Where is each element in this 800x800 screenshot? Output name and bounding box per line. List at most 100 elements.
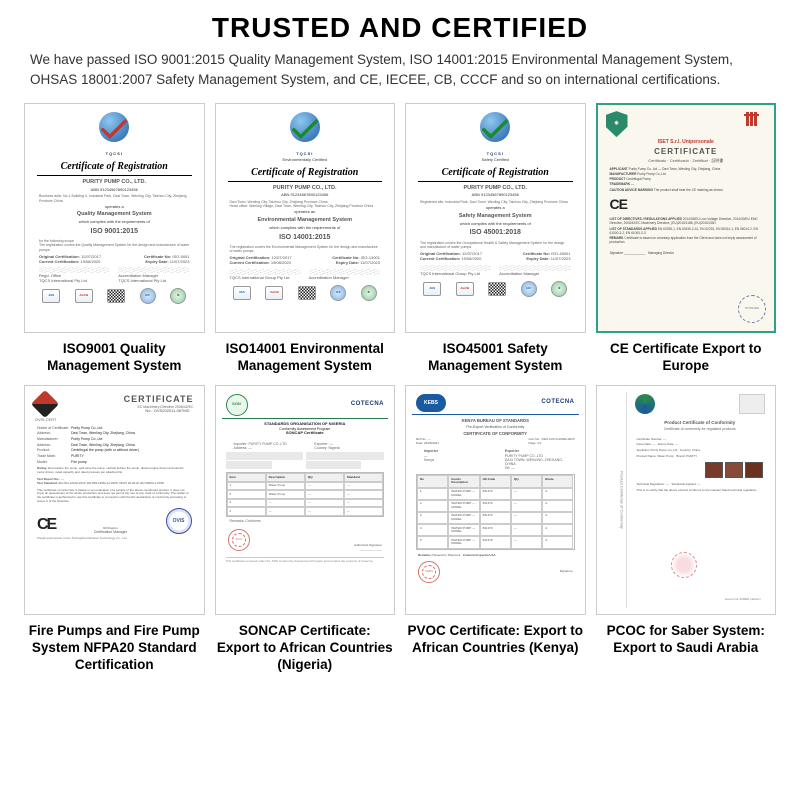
registration-title: Certificate of Registration <box>228 167 383 182</box>
cert-caption: ISO14001 Environmental Management System <box>215 341 396 375</box>
qr-icon <box>739 394 765 414</box>
jas-anz-icon: JAS <box>423 282 441 296</box>
operates-label: operates a <box>31 205 198 210</box>
cert-caption: PVOC Certificate: Export to African Coun… <box>405 623 586 657</box>
cotecna-logo-icon: COTECNA <box>541 399 574 406</box>
registration-title: Certificate of Registration <box>418 167 573 182</box>
address-block: Daxi Town, Wenling City, Taizhou City, Z… <box>230 200 381 208</box>
ovis-brand: OVIS CERT <box>35 418 57 423</box>
ce-title: CERTIFICATE <box>604 147 769 157</box>
iso-anz-icon: ⚙ <box>361 285 377 301</box>
accreditation-logos: JAS AwCB IAF ⚙ <box>226 285 385 301</box>
ce-subtitle: Certificato · Certificado · Zertifikat ·… <box>604 159 769 164</box>
product-thumb-icon <box>725 462 743 478</box>
ovis-disclaimer: This certificate of conformity is based … <box>37 489 192 505</box>
soncap-footnote: This certificate is issued under the SON… <box>226 557 385 564</box>
product-thumb-icon <box>745 462 763 478</box>
jas-anz-icon: JAS <box>233 286 251 300</box>
cert-card: TQCSI Safety Certified Certificate of Re… <box>405 103 586 375</box>
cert-ce: ✷ ISET S.r.l. Unipersonale CERTIFICATE C… <box>596 103 777 333</box>
tqcsi-logo-icon <box>474 112 516 150</box>
cert-iso14001: TQCSI Environmentally Certified Certific… <box>215 103 396 333</box>
iso-anz-icon: ⚙ <box>551 281 567 297</box>
top-small: Safety Certified <box>412 158 579 163</box>
pcoc-title: Product Certificate of Conformity <box>631 420 770 425</box>
cert-caption: SONCAP Certificate: Export to African Co… <box>215 623 396 674</box>
pcoc-body: Technical Regulation: — Standards Applie… <box>637 482 764 486</box>
stamp-icon: OViS <box>166 508 192 534</box>
qr-icon <box>298 286 316 300</box>
system-label: Environmental Management System <box>222 217 389 224</box>
tqcsi-logo-icon <box>93 112 135 150</box>
iaf-icon: IAF <box>521 281 537 297</box>
ovis-title: CERTIFICATE <box>124 394 194 405</box>
ovis-logo-icon <box>31 390 59 418</box>
cert-dates: Original Certification: 12/07/2017Curren… <box>420 252 571 262</box>
page-container: TRUSTED AND CERTIFIED We have passed ISO… <box>0 0 800 686</box>
address-block: Business addr: No.1 Building 4, Industri… <box>39 194 190 202</box>
cert-iso9001: TQCSI Certificate of Registration PURITY… <box>24 103 205 333</box>
cert-number: No.: OVS202011-067MD <box>124 409 190 414</box>
complies-label: which complies with the requirements of <box>31 220 198 225</box>
top-small: Environmentally Certified <box>222 158 389 163</box>
pcoc-body: This is to certify that the above produc… <box>637 488 764 492</box>
cert-dates: Original Certification: 12/07/2017Curren… <box>39 255 190 265</box>
ce-body: PRODUCT Centrifugal Pump <box>610 177 763 181</box>
shield-icon: ✷ <box>606 111 628 137</box>
page-subtitle: We have passed ISO 9001:2015 Quality Man… <box>30 50 770 89</box>
cert-card: TQCSI Environmentally Certified Certific… <box>215 103 396 375</box>
awcb-icon: AwCB <box>75 289 93 303</box>
ce-sig: Signature ____________ Managing Director <box>610 251 763 255</box>
ce-mark-icon: CE <box>37 515 55 534</box>
cert-card: Product Certificate of Conformity Produc… <box>596 385 777 674</box>
kebs-meta: Ref No.: —Date: 24/05/2021 CoC No.: KEN-… <box>416 438 575 445</box>
stamp-icon: SON <box>228 529 250 551</box>
iso-anz-icon: ⚙ <box>170 288 186 304</box>
scope-block: The registration covers the Occupational… <box>420 241 571 249</box>
registration-title: Certificate of Registration <box>37 161 192 176</box>
stamp-icon: NOTIFIED <box>738 295 766 323</box>
accreditation-logos: JAS AwCB IAF ⚙ <box>416 281 575 297</box>
soncap-footer: SON Authorized Signature_____________ <box>228 529 383 551</box>
ce-body: TRADEMARK — <box>610 182 763 186</box>
pcoc-thumbnails <box>637 462 764 478</box>
cert-caption: ISO9001 Quality Management System <box>24 341 205 375</box>
kebs-header: KEBS COTECNA <box>412 392 579 415</box>
iaf-icon: IAF <box>330 285 346 301</box>
cert-dates: Original Certification: 12/07/2017Curren… <box>230 256 381 266</box>
cert-iso45001: TQCSI Safety Certified Certificate of Re… <box>405 103 586 333</box>
kebs-sign: KEBS Signature <box>418 561 573 583</box>
cert-caption: CE Certificate Export to Europe <box>596 341 777 375</box>
cert-nfpa20: OVIS CERT CERTIFICATE EC Machinery Direc… <box>24 385 205 615</box>
complies-label: which complies with the requirements of <box>222 226 389 231</box>
ce-body: CAUTION ADVICE MARKING The product shall… <box>610 188 763 192</box>
abn-line: ABN 91234567890123456 <box>222 193 389 198</box>
cert-caption: ISO45001 Safety Management System <box>405 341 586 375</box>
ce-body: MANUFACTURER Purity Pump Co.,Ltd <box>610 172 763 176</box>
iso-standard: ISO 14001:2015 <box>222 234 389 242</box>
cert-caption: PCOC for Saber System: Export to Saudi A… <box>596 623 777 657</box>
soncap-header: SON COTECNA <box>222 392 389 419</box>
soncap-remark: Remarks: Conforms <box>230 519 381 523</box>
qr-icon <box>488 282 506 296</box>
cert-card: KEBS COTECNA KENYA BUREAU OF STANDARDS P… <box>405 385 586 674</box>
soncap-top-fields: Importer: PURITY PUMP CO.,LTDAddress: — … <box>226 440 385 470</box>
ce-body: LIST OF DIRECTIVES / REGULATIONS APPLIED… <box>610 217 763 226</box>
cert-pcoc: Product Certificate of Conformity Produc… <box>596 385 777 615</box>
cotecna-logo-icon: COTECNA <box>351 401 384 408</box>
iso-standard: ISO 45001:2018 <box>412 229 579 237</box>
cert-card: TQCSI Certificate of Registration PURITY… <box>24 103 205 375</box>
pcoc-body: Certificate Number: —Issue Date: — Expir… <box>637 437 764 445</box>
scope-block: The registration covers the Environmenta… <box>230 245 381 253</box>
awcb-icon: AwCB <box>456 282 474 296</box>
rating-block: Rating: End suction fire pump, split cas… <box>37 467 192 475</box>
stamp-icon: KEBS <box>418 561 440 583</box>
kebs-title1: KENYA BUREAU OF STANDARDS <box>412 418 579 423</box>
ovis-issuer: Zhejiang European Union Testing&Certific… <box>37 537 192 541</box>
iaf-icon: IAF <box>140 288 156 304</box>
ce-mark-icon: CE <box>610 196 627 213</box>
pcoc-issuer: Issued via SABER platform <box>725 598 761 602</box>
tqcsi-brand: TQCSI <box>31 152 198 157</box>
signatures: TQCS International Group Pty Ltd Accredi… <box>420 265 571 277</box>
ce-body: LIST OF STANDARDS APPLIED EN 60335-1, EN… <box>610 227 763 236</box>
